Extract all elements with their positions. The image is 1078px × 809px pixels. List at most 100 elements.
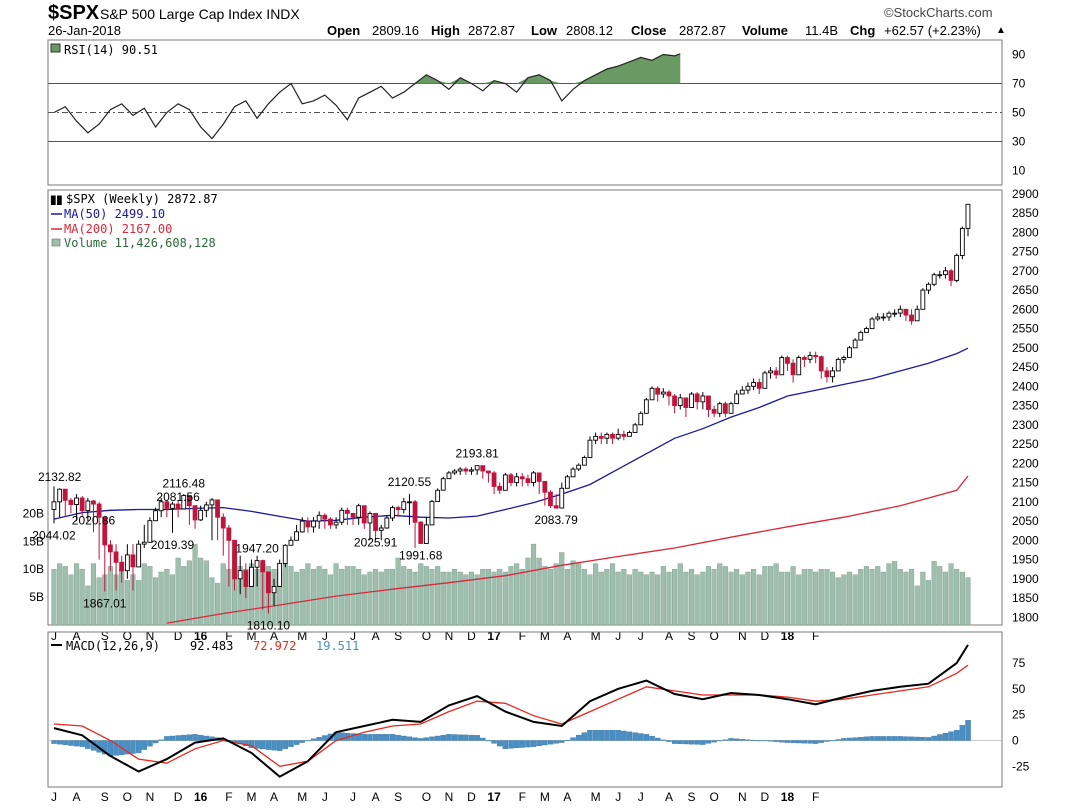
price-candle (683, 397, 689, 408)
macd-histogram-bar (858, 737, 864, 741)
macd-histogram-bar (609, 730, 616, 741)
x-axis-label: S (101, 629, 109, 643)
macd-histogram-bar (536, 740, 542, 747)
macd-histogram-bar (378, 734, 384, 741)
volume-bar (632, 569, 638, 626)
price-candle (717, 403, 723, 414)
price-candle (350, 512, 356, 518)
volume-bar (626, 574, 632, 626)
price-annotation: 2193.81 (455, 447, 499, 461)
price-candle (147, 520, 153, 543)
scroll-up-icon[interactable]: ▲ (996, 25, 1006, 36)
price-candle (711, 408, 717, 414)
macd-histogram-bar (886, 736, 892, 741)
macd-histogram-bar (604, 730, 610, 741)
macd-histogram-bar (519, 740, 525, 748)
price-candle (909, 314, 914, 322)
price-candle (249, 566, 254, 587)
volume-bar (689, 569, 695, 626)
x-axis-label: M (246, 790, 256, 804)
macd-histogram-bar (51, 740, 57, 744)
macd-histogram-bar (903, 736, 909, 741)
macd-histogram-bar (875, 736, 881, 741)
macd-histogram-bar (243, 740, 249, 747)
volume-bar (389, 569, 396, 626)
volume-bar (79, 569, 85, 626)
price-candle (367, 512, 373, 524)
price-candle (655, 387, 661, 395)
volume-bar (333, 563, 339, 626)
x-axis-label: A (73, 629, 81, 643)
chg-label: Chg (850, 23, 876, 38)
macd-histogram-bar (169, 735, 176, 741)
x-axis-label: J (322, 629, 328, 643)
price-tick-label: 1800 (1012, 610, 1039, 624)
volume-bar (384, 569, 390, 626)
x-axis-label: S (688, 790, 696, 804)
high-label: High (431, 23, 460, 38)
volume-bar (192, 543, 198, 626)
macd-histogram-bar (192, 734, 198, 741)
price-candle (316, 514, 322, 522)
price-candle (869, 318, 875, 330)
macd-histogram-bar (468, 734, 475, 741)
volume-bar (818, 569, 824, 626)
x-axis-label: N (738, 790, 747, 804)
macd-histogram-bar (440, 734, 447, 741)
price-tick-label: 2550 (1012, 322, 1039, 336)
volume-bar (880, 571, 886, 626)
volume-bar (350, 566, 356, 626)
macd-histogram-bar (181, 734, 187, 741)
macd-histogram-bar (429, 736, 435, 741)
brand-logo[interactable]: ©StockCharts.com (884, 5, 993, 20)
macd-histogram-bar (773, 740, 779, 742)
macd-histogram-bar (954, 730, 960, 741)
macd-histogram-bar (846, 737, 853, 741)
volume-bar (282, 563, 288, 626)
volume-bar (700, 571, 706, 626)
price-annotation: 2120.55 (388, 475, 432, 489)
macd-histogram-bar (293, 740, 300, 745)
macd-histogram-bar (406, 736, 413, 741)
x-axis-label: M (297, 629, 307, 643)
volume-bar (728, 571, 734, 626)
price-tick-label: 2800 (1012, 225, 1039, 239)
volume-bar (739, 574, 745, 626)
volume-bar (593, 563, 599, 626)
price-candle (260, 560, 266, 573)
x-axis-label: F (812, 790, 819, 804)
price-candle (51, 501, 57, 510)
volume-bar (773, 563, 779, 626)
macd-histogram-bar (711, 740, 717, 743)
x-axis-label: N (738, 629, 747, 643)
rsi-tick-label: 70 (1012, 77, 1026, 91)
x-axis-label: O (709, 790, 718, 804)
macd-tick-label: 25 (1012, 708, 1026, 722)
macd-histogram-bar (891, 736, 898, 741)
volume-bar (965, 577, 971, 626)
price-candle (384, 517, 390, 529)
x-axis-label: O (123, 629, 132, 643)
volume-bar (948, 563, 954, 626)
macd-histogram-bar (801, 740, 808, 744)
x-axis-label: S (394, 790, 402, 804)
macd-histogram-bar (423, 737, 430, 741)
volume-bar (931, 561, 937, 626)
price-candle (452, 470, 457, 474)
x-axis-label: D (761, 629, 770, 643)
price-candle (474, 465, 480, 471)
volume-bar (756, 574, 762, 626)
macd-histogram-bar (812, 740, 819, 744)
macd-histogram-bar (389, 734, 396, 741)
price-candle (469, 469, 474, 472)
volume-bar (406, 569, 413, 626)
price-tick-label: 2500 (1012, 341, 1039, 355)
price-candle (587, 439, 593, 458)
x-axis-label: N (445, 629, 454, 643)
x-axis-label: A (563, 790, 571, 804)
price-candle (339, 509, 345, 523)
price-candle (632, 424, 638, 433)
macd-histogram-bar (790, 740, 796, 743)
volume-bar (452, 569, 458, 626)
price-candle (186, 495, 192, 507)
